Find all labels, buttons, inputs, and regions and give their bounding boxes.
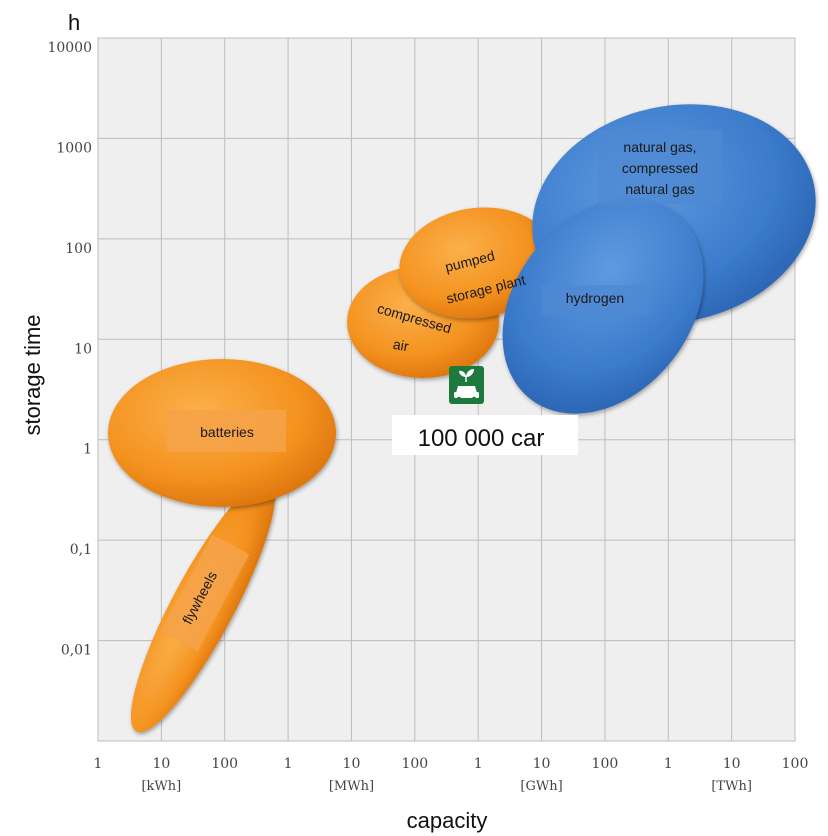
x-tick-label: 100 (401, 756, 428, 772)
x-tick-label: 100 (211, 756, 238, 772)
x-unit-label: [TWh] (711, 779, 752, 794)
y-axis-title: storage time (20, 314, 45, 435)
y-tick-label: 0,1 (70, 542, 92, 558)
y-unit-label: h (68, 10, 80, 35)
x-tick-label: 100 (782, 756, 809, 772)
x-tick-label: 1 (284, 756, 293, 772)
y-tick-label: 1 (83, 442, 92, 458)
car-annotation: 100 000 car (418, 425, 545, 452)
label-bg-flywheels (160, 534, 250, 652)
label-batteries: batteries (200, 424, 254, 440)
label-bg-natural-gas (598, 130, 722, 204)
x-tick-labels: 1 10 100 1 10 100 1 10 100 1 10 100 (94, 756, 809, 772)
y-tick-labels: 10000 1000 100 10 1 0,1 0,01 (47, 40, 92, 659)
x-unit-labels: [kWh] [MWh] [GWh] [TWh] (141, 779, 751, 794)
x-tick-label: 1 (474, 756, 483, 772)
y-tick-label: 100 (65, 241, 92, 257)
x-unit-label: [GWh] (520, 779, 562, 794)
x-axis-title: capacity (407, 808, 488, 833)
label-natural-gas-1: natural gas, (623, 139, 696, 155)
y-tick-label: 0,01 (61, 643, 92, 659)
x-unit-label: [kWh] (141, 779, 181, 794)
x-tick-label: 100 (592, 756, 619, 772)
label-hydrogen: hydrogen (566, 290, 624, 306)
label-bg-hydrogen (541, 285, 648, 315)
car-annotation-bg (392, 415, 578, 455)
label-bg-batteries (167, 410, 286, 452)
y-tick-label: 10000 (47, 40, 92, 56)
car-icon (449, 366, 484, 404)
x-tick-label: 10 (152, 756, 170, 772)
x-tick-label: 10 (723, 756, 741, 772)
label-compressed-air-2: air (392, 336, 410, 355)
y-tick-label: 1000 (56, 140, 92, 156)
x-tick-label: 10 (343, 756, 361, 772)
x-tick-label: 1 (94, 756, 103, 772)
label-natural-gas-2: compressed (622, 160, 698, 176)
x-tick-label: 1 (664, 756, 673, 772)
x-unit-label: [MWh] (329, 779, 374, 794)
y-tick-label: 10 (74, 341, 92, 357)
x-tick-label: 10 (533, 756, 551, 772)
label-natural-gas-3: natural gas (625, 181, 694, 197)
